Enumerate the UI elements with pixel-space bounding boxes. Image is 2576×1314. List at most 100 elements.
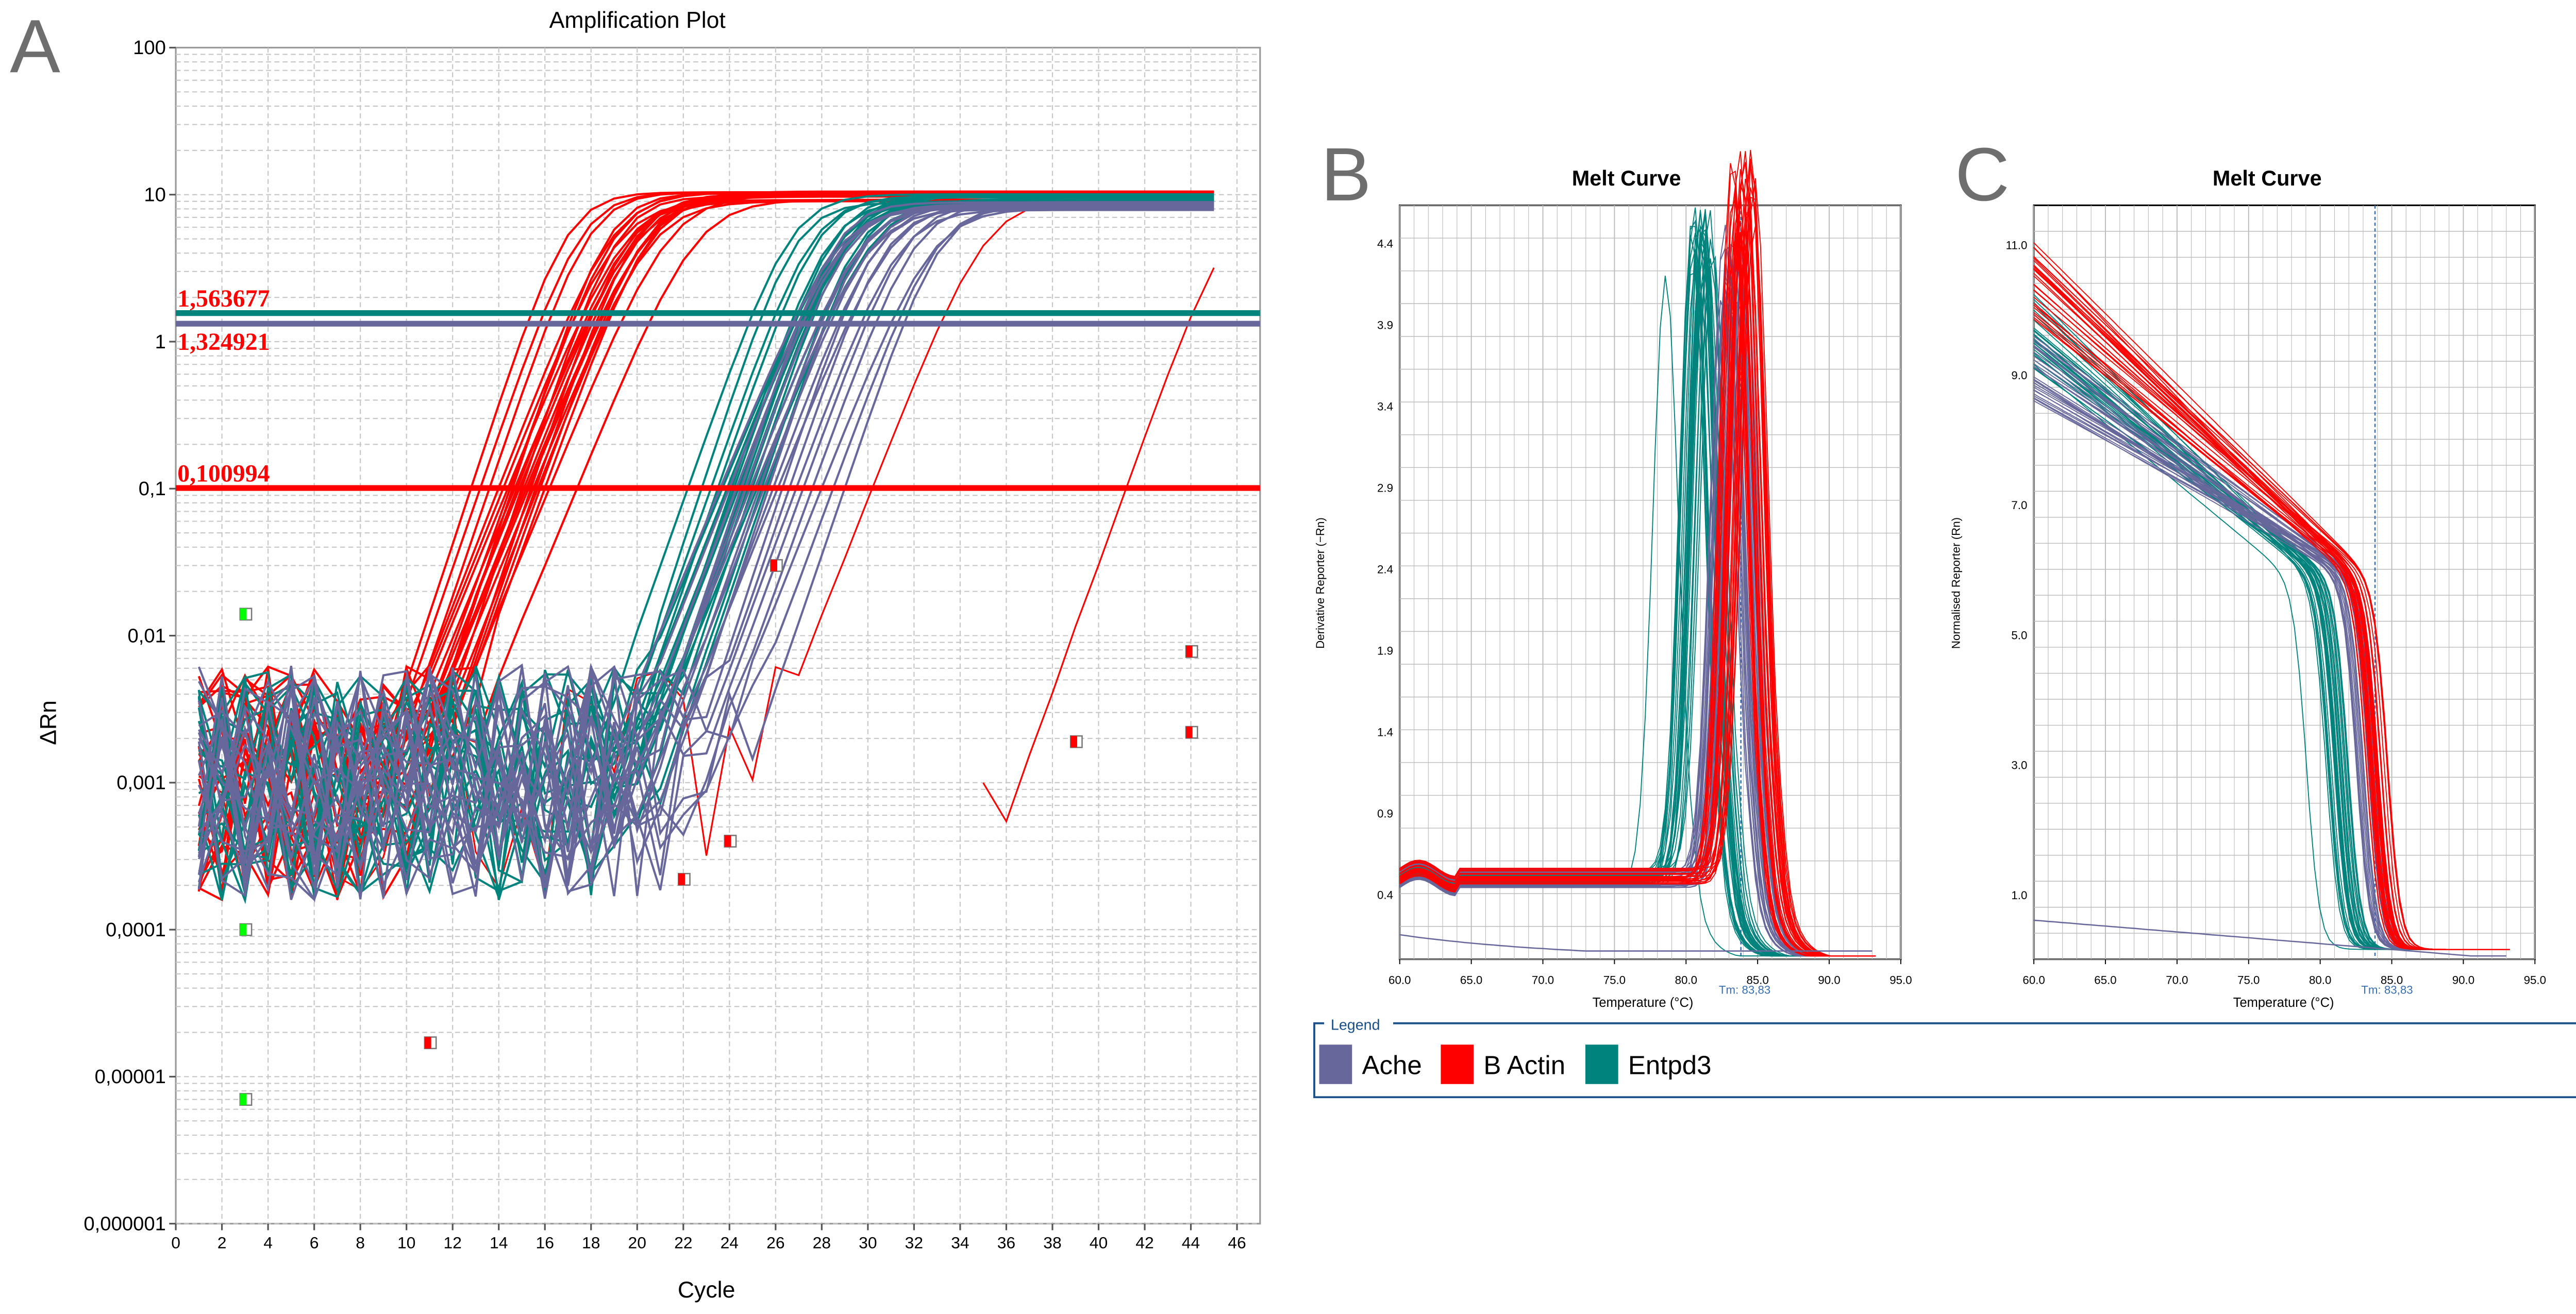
x-tick-label: 2 [218, 1234, 227, 1252]
melt-curve-b-actin [1399, 184, 1876, 957]
tm-label: Tm: 83,83 [2361, 983, 2413, 996]
y-axis-label: Derivative Reporter (−Rn) [1314, 517, 1327, 649]
x-tick-label: 95.0 [1889, 973, 1912, 986]
panel-label-a: A [10, 4, 60, 89]
legend-label-ache: Ache [1362, 1051, 1421, 1080]
x-tick-label: 60.0 [2022, 973, 2045, 986]
y-tick-label: 3.4 [1377, 400, 1393, 413]
legend-title: Legend [1331, 1017, 1380, 1034]
y-tick-label: 1 [155, 331, 166, 353]
x-axis-label: Cycle [678, 1277, 735, 1303]
melt-curve-b-actin [1399, 178, 1876, 957]
y-tick-label: 100 [133, 37, 166, 59]
x-tick-label: 18 [582, 1234, 600, 1252]
y-tick-label: 0,000001 [83, 1212, 166, 1235]
x-tick-label: 12 [443, 1234, 461, 1252]
ct-marker [724, 835, 731, 847]
y-tick-label: 11.0 [2006, 239, 2028, 252]
y-tick-label: 0.9 [1377, 807, 1393, 820]
y-tick-label: 7.0 [2011, 499, 2027, 512]
legend-frame [1313, 1022, 2576, 1099]
melt-curve-b-actin [1399, 170, 1876, 957]
amplification-curve-b-actin [982, 267, 1215, 823]
x-tick-label: 6 [310, 1234, 319, 1252]
x-tick-label: 70.0 [1532, 973, 1554, 986]
melt-curves [2033, 242, 2510, 957]
x-tick-label: 8 [356, 1234, 365, 1252]
x-tick-label: 42 [1135, 1234, 1153, 1252]
x-axis-label: Temperature (°C) [1593, 996, 1694, 1010]
x-tick-label: 75.0 [2237, 973, 2260, 986]
y-tick-label: 10 [144, 183, 166, 206]
legend-label-b-actin: B Actin [1483, 1051, 1565, 1080]
ct-marker [424, 1037, 431, 1049]
ct-marker [1185, 727, 1193, 738]
x-tick-label: 38 [1043, 1234, 1061, 1252]
y-tick-label: 1.9 [1377, 645, 1393, 658]
x-tick-label: 46 [1228, 1234, 1246, 1252]
melt-curve-b-actin [2033, 318, 2510, 950]
chart-title: Melt Curve [1572, 166, 1681, 190]
x-tick-label: 32 [905, 1234, 923, 1252]
threshold-label: 1,324921 [177, 328, 270, 356]
x-tick-label: 90.0 [1818, 973, 1840, 986]
y-tick-label: 0,00001 [95, 1066, 166, 1088]
x-tick-label: 36 [997, 1234, 1015, 1252]
ct-marker [771, 560, 778, 571]
ct-marker [240, 608, 247, 620]
x-tick-label: 28 [813, 1234, 831, 1252]
x-tick-label: 22 [674, 1234, 692, 1252]
y-tick-label: 1.4 [1377, 726, 1393, 739]
y-tick-label: 0,01 [127, 625, 165, 647]
x-tick-label: 34 [951, 1234, 969, 1252]
x-tick-label: 20 [628, 1234, 646, 1252]
amplification-curve-ache [197, 201, 1214, 896]
x-tick-label: 44 [1182, 1234, 1200, 1252]
y-tick-label: 0.4 [1377, 889, 1393, 902]
y-tick-label: 2.4 [1377, 563, 1393, 576]
x-tick-label: 90.0 [2452, 973, 2474, 986]
y-tick-label: 5.0 [2011, 629, 2027, 642]
y-tick-label: 2.9 [1377, 482, 1393, 495]
x-tick-label: 0 [171, 1234, 180, 1252]
amplification-plot: Amplification Plot ΔRn Cycle 0 2 4 6 8 10 12 14… [36, 8, 1261, 1303]
amplification-curves [197, 190, 1215, 904]
x-tick-label: 80.0 [2309, 973, 2331, 986]
panel-label-c: C [1955, 132, 2010, 217]
x-axis-label: Temperature (°C) [2233, 996, 2334, 1010]
legend-swatch-entpd3 [1585, 1045, 1618, 1084]
x-tick-label: 85.0 [2381, 973, 2403, 986]
x-tick-label: 60.0 [1389, 973, 1411, 986]
x-tick-label: 16 [536, 1234, 554, 1252]
y-tick-label: 0,001 [116, 772, 166, 794]
ct-marker [678, 873, 685, 885]
melt-curve-normalised: Melt Curve Normalised Reporter (Rn) Temp… [1950, 166, 2546, 1010]
ct-marker [240, 1093, 247, 1105]
x-tick-label: 26 [766, 1234, 784, 1252]
melt-curve-ache [2034, 919, 2506, 957]
y-tick-label: 4.4 [1377, 238, 1393, 250]
legend: Legend Ache B Actin Entpd3 [1313, 1017, 2576, 1099]
y-tick-label: 0,1 [139, 478, 166, 500]
melt-curve-b-actin [1399, 213, 1876, 957]
x-tick-label: 95.0 [2524, 973, 2546, 986]
ct-marker [240, 923, 247, 936]
melt-curve-b-actin [1399, 196, 1876, 957]
y-axis-label: ΔRn [36, 700, 61, 745]
x-tick-label: 65.0 [2094, 973, 2116, 986]
ct-marker [1185, 646, 1193, 658]
melt-curve-derivative: Melt Curve Derivative Reporter (−Rn) Tem… [1314, 149, 1912, 1010]
tm-label: Tm: 83,83 [1719, 983, 1770, 996]
panel-label-b: B [1321, 132, 1371, 217]
melt-curve-b-actin [1399, 221, 1876, 957]
threshold-label: 1,563677 [177, 285, 270, 312]
melt-curve-b-actin [1399, 187, 1876, 957]
melt-curves [1399, 149, 1876, 957]
y-axis-label: Normalised Reporter (Rn) [1950, 517, 1963, 649]
y-tick-label: 3.9 [1377, 319, 1393, 332]
amplification-curve-ache [197, 207, 1214, 897]
x-tick-label: 40 [1090, 1234, 1108, 1252]
x-tick-label: 14 [490, 1234, 508, 1252]
chart-title: Amplification Plot [549, 8, 726, 33]
y-tick-label: 1.0 [2011, 889, 2027, 902]
